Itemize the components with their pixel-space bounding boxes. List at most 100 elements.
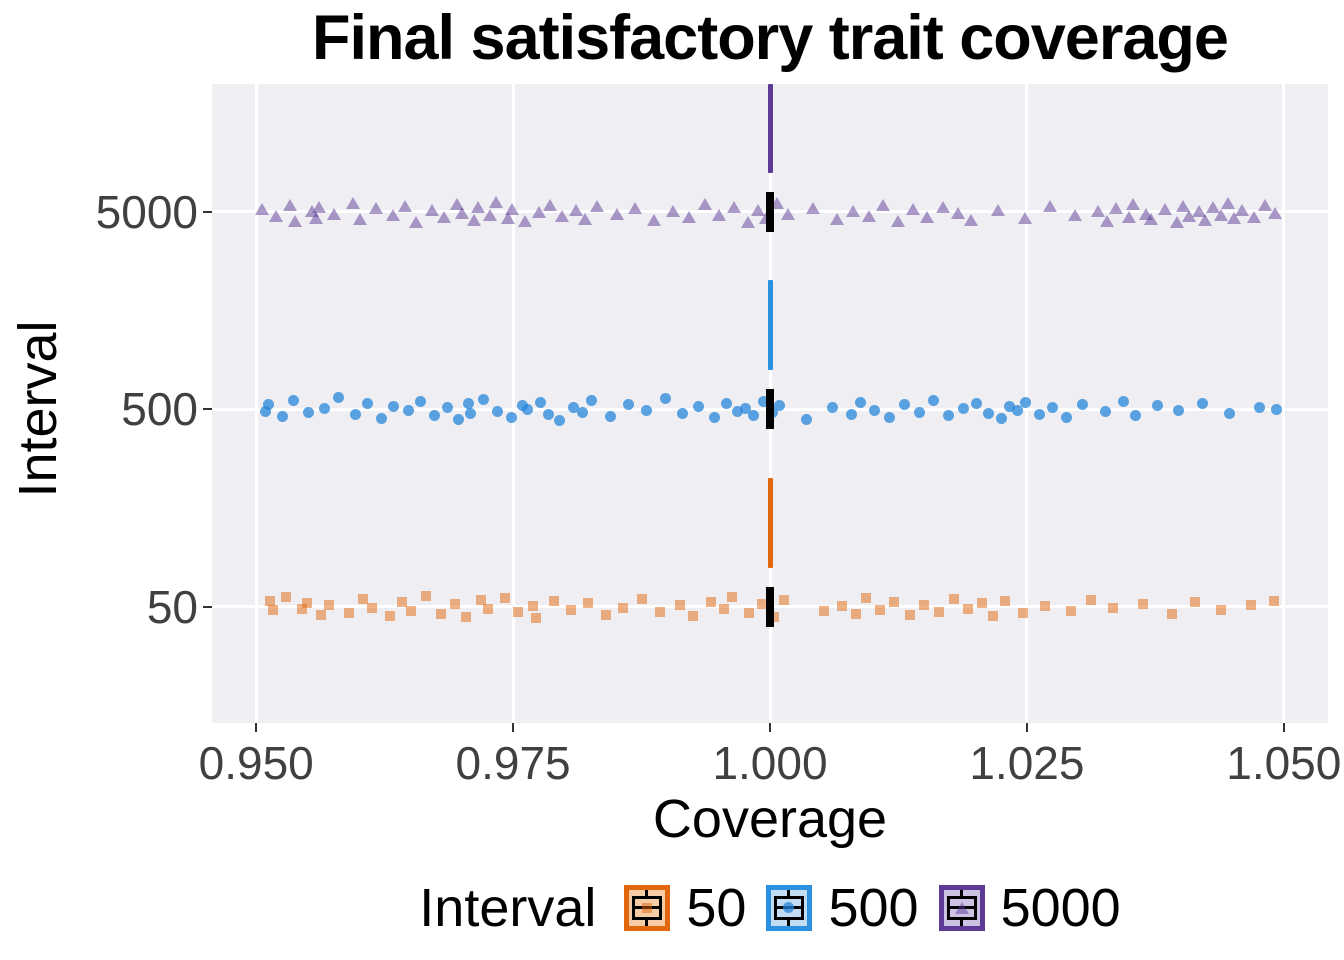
y-tick-mark xyxy=(203,210,212,213)
data-point xyxy=(384,610,395,621)
data-point xyxy=(500,211,515,224)
y-axis-title: Interval xyxy=(8,320,68,498)
data-point xyxy=(555,209,570,222)
data-point xyxy=(927,394,939,406)
data-point xyxy=(590,199,605,212)
data-point xyxy=(1253,401,1265,413)
data-point xyxy=(1271,403,1283,415)
data-point xyxy=(1099,405,1111,417)
data-point xyxy=(845,408,857,420)
boxplot-key-icon xyxy=(938,885,985,931)
data-point xyxy=(1121,210,1136,223)
data-point xyxy=(315,609,326,620)
data-point xyxy=(441,401,453,413)
data-point xyxy=(499,592,510,603)
data-point xyxy=(476,594,487,605)
x-tick-mark xyxy=(769,723,771,732)
data-point xyxy=(964,213,979,226)
data-point xyxy=(677,407,689,419)
data-point xyxy=(420,590,431,601)
data-point xyxy=(277,410,289,422)
data-point xyxy=(963,603,974,614)
whisker-glyph xyxy=(645,920,649,926)
data-point xyxy=(1003,400,1015,412)
data-point xyxy=(636,593,647,604)
data-point xyxy=(398,199,413,212)
data-point xyxy=(1125,197,1140,210)
data-point xyxy=(920,210,935,223)
data-point xyxy=(933,606,944,617)
boxplot-whisker-segment xyxy=(767,477,773,568)
data-point xyxy=(891,214,906,227)
data-point xyxy=(711,208,726,221)
data-point xyxy=(327,207,342,220)
data-point xyxy=(303,406,315,418)
data-point xyxy=(492,405,504,417)
data-point xyxy=(860,592,871,603)
data-point xyxy=(1245,599,1256,610)
data-point xyxy=(829,212,844,225)
boxplot-key-icon xyxy=(624,885,671,931)
data-point xyxy=(263,398,275,410)
legend-label: 50 xyxy=(686,878,747,938)
data-point xyxy=(744,607,755,618)
data-point xyxy=(352,212,367,225)
data-point xyxy=(264,595,275,606)
data-point xyxy=(1197,397,1209,409)
data-point xyxy=(605,410,617,422)
data-point xyxy=(369,201,384,214)
data-point xyxy=(1130,409,1142,421)
data-point xyxy=(706,596,717,607)
data-point xyxy=(731,405,743,417)
data-point xyxy=(1090,204,1105,217)
data-point xyxy=(1085,594,1096,605)
data-point xyxy=(454,206,469,219)
boxplot-median-bar xyxy=(766,191,774,232)
data-point xyxy=(1223,407,1235,419)
legend-label: 500 xyxy=(828,878,919,938)
data-point xyxy=(622,398,634,410)
data-point xyxy=(904,609,915,620)
data-point xyxy=(851,608,862,619)
boxplot-whisker-segment xyxy=(767,84,773,173)
plot-panel xyxy=(212,84,1328,723)
data-point xyxy=(259,405,271,417)
data-point xyxy=(1176,199,1191,212)
legend-item-500: 500 xyxy=(766,877,919,939)
data-point xyxy=(578,212,593,225)
square-marker-icon xyxy=(642,903,653,913)
whisker-glyph xyxy=(645,890,649,896)
data-point xyxy=(1076,398,1088,410)
data-point xyxy=(1166,608,1177,619)
data-point xyxy=(311,200,326,213)
y-tick-mark xyxy=(203,408,212,411)
data-point xyxy=(681,210,696,223)
data-point xyxy=(741,215,756,228)
data-point xyxy=(1234,203,1249,216)
data-point xyxy=(773,399,785,411)
data-point xyxy=(343,607,354,618)
data-point xyxy=(1017,211,1032,224)
data-point xyxy=(609,207,624,220)
data-point xyxy=(721,397,733,409)
data-point xyxy=(465,407,477,419)
data-point xyxy=(1144,212,1159,225)
data-point xyxy=(297,603,308,614)
data-point xyxy=(718,603,729,614)
legend-item-50: 50 xyxy=(624,877,746,939)
data-point xyxy=(1108,602,1119,613)
data-point xyxy=(951,206,966,219)
data-point xyxy=(1197,213,1212,226)
data-point xyxy=(583,597,594,608)
data-point xyxy=(1138,598,1149,609)
data-point xyxy=(530,612,541,623)
data-point xyxy=(542,408,554,420)
data-point xyxy=(367,602,378,613)
data-point xyxy=(819,605,830,616)
data-point xyxy=(1247,210,1261,223)
data-point xyxy=(846,204,861,217)
data-point xyxy=(406,605,417,616)
data-point xyxy=(429,409,441,421)
data-point xyxy=(1033,408,1045,420)
